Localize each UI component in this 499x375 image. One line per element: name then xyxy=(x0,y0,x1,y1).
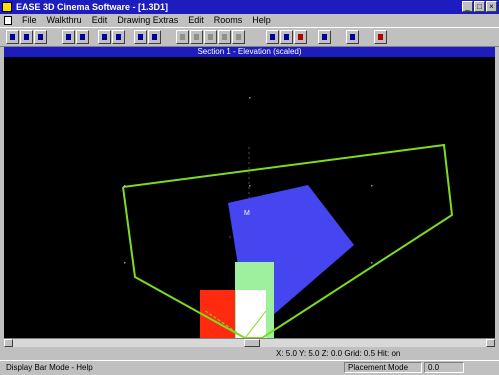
section-drawing: M xyxy=(122,97,454,338)
status-bar: Display Bar Mode - Help Placement Mode 0… xyxy=(0,360,499,375)
zoom-out-icon[interactable] xyxy=(176,30,189,44)
window-title: EASE 3D Cinema Software - [1.3D1] xyxy=(16,2,169,12)
pan-icon[interactable] xyxy=(190,30,203,44)
scroll-thumb[interactable] xyxy=(244,339,260,347)
menu-bar: File Walkthru Edit Drawing Extras Edit R… xyxy=(0,14,499,27)
menu-edit-2[interactable]: Edit xyxy=(188,15,204,25)
menu-drawing-extras[interactable]: Drawing Extras xyxy=(117,15,179,25)
minimize-button[interactable]: _ xyxy=(462,1,473,12)
coordinate-readout: X: 5.0 Y: 5.0 Z: 0.0 Grid: 0.5 Hit: on xyxy=(276,349,401,358)
menu-edit[interactable]: Edit xyxy=(91,15,108,25)
zoom-in-icon[interactable] xyxy=(148,30,161,44)
drawing-canvas[interactable]: M xyxy=(4,57,495,338)
grid-icon[interactable] xyxy=(218,30,231,44)
status-hint: Display Bar Mode - Help xyxy=(6,363,93,372)
status-value-panel: 0.0 xyxy=(424,362,464,373)
menu-file[interactable]: File xyxy=(22,15,37,25)
copy-icon[interactable] xyxy=(76,30,89,44)
horizontal-scrollbar[interactable] xyxy=(4,338,495,347)
document-icon[interactable] xyxy=(4,16,12,25)
coordinate-bar: X: 5.0 Y: 5.0 Z: 0.0 Grid: 0.5 Hit: on xyxy=(4,348,495,359)
toolbar xyxy=(0,27,499,47)
maximize-button[interactable]: □ xyxy=(474,1,485,12)
open-icon[interactable] xyxy=(6,30,19,44)
save-icon[interactable] xyxy=(20,30,33,44)
info-icon[interactable] xyxy=(374,30,387,44)
audience-area-outline[interactable] xyxy=(122,143,454,338)
print-icon[interactable] xyxy=(34,30,47,44)
mirror-icon[interactable] xyxy=(318,30,331,44)
title-bar: EASE 3D Cinema Software - [1.3D1] _ □ × xyxy=(0,0,499,14)
redo-icon[interactable] xyxy=(134,30,147,44)
viewport-caption: Section 1 - Elevation (scaled) xyxy=(4,47,495,57)
scroll-left-icon[interactable] xyxy=(4,339,13,347)
scroll-right-icon[interactable] xyxy=(486,339,495,347)
rotate-icon[interactable] xyxy=(204,30,217,44)
source-ray xyxy=(203,309,246,338)
undo-icon[interactable] xyxy=(112,30,125,44)
move-icon[interactable] xyxy=(280,30,293,44)
viewport-label: M xyxy=(244,210,250,217)
menu-help[interactable]: Help xyxy=(252,15,271,25)
select-icon[interactable] xyxy=(266,30,279,44)
source-ray xyxy=(244,310,267,338)
app-icon[interactable] xyxy=(2,2,12,12)
help-icon[interactable] xyxy=(346,30,359,44)
cut-icon[interactable] xyxy=(62,30,75,44)
paste-icon[interactable] xyxy=(98,30,111,44)
menu-rooms[interactable]: Rooms xyxy=(213,15,243,25)
scale-icon[interactable] xyxy=(294,30,307,44)
snap-icon[interactable] xyxy=(232,30,245,44)
menu-walkthru[interactable]: Walkthru xyxy=(46,15,82,25)
close-button[interactable]: × xyxy=(486,1,497,12)
status-mode-panel: Placement Mode xyxy=(344,362,422,373)
